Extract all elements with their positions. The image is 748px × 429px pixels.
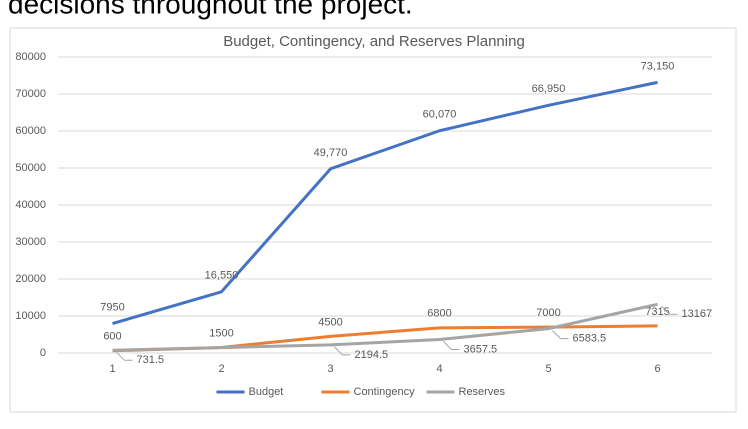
data-label: 16,550 <box>205 270 239 282</box>
data-label: 66,950 <box>532 83 566 95</box>
data-label: 2194.5 <box>355 349 389 361</box>
legend-label: Reserves <box>459 386 506 398</box>
header-text: decisions throughout the project. <box>8 0 413 19</box>
y-tick-label: 20000 <box>15 273 46 285</box>
leader-line <box>443 341 460 350</box>
y-tick-label: 50000 <box>15 162 46 174</box>
leader-line <box>552 330 569 340</box>
x-tick-label: 4 <box>436 363 442 375</box>
y-tick-label: 30000 <box>15 236 46 248</box>
data-label: 60,070 <box>423 109 457 121</box>
x-tick-label: 6 <box>654 363 660 375</box>
series-line <box>112 80 658 326</box>
x-tick-label: 3 <box>327 363 333 375</box>
x-tick-label: 5 <box>545 363 551 375</box>
data-label: 3657.5 <box>464 343 498 355</box>
data-label: 600 <box>103 331 121 343</box>
y-tick-label: 0 <box>40 347 46 359</box>
chart-title: Budget, Contingency, and Reserves Planni… <box>223 33 525 50</box>
data-label: 4500 <box>318 316 342 328</box>
data-label: 7950 <box>100 301 124 313</box>
data-label: 6583.5 <box>573 333 607 345</box>
y-tick-label: 40000 <box>15 199 46 211</box>
data-label: 13167 <box>682 308 713 320</box>
data-label: 7000 <box>536 307 560 319</box>
x-tick-label: 1 <box>109 363 115 375</box>
leader-line <box>116 351 133 361</box>
data-label: 49,770 <box>314 147 348 159</box>
y-tick-label: 10000 <box>15 310 46 322</box>
data-label: 73,150 <box>641 60 675 72</box>
legend-label: Budget <box>249 386 284 398</box>
data-label: 731.5 <box>137 354 165 366</box>
legend-label: Contingency <box>354 386 416 398</box>
y-tick-label: 80000 <box>15 51 46 63</box>
series-line <box>112 302 658 352</box>
y-tick-label: 60000 <box>15 125 46 137</box>
y-tick-label: 70000 <box>15 88 46 100</box>
x-tick-label: 2 <box>218 363 224 375</box>
leader-line <box>334 346 351 356</box>
data-label: 1500 <box>209 327 233 339</box>
data-label: 6800 <box>427 308 451 320</box>
leader-line <box>661 305 678 315</box>
